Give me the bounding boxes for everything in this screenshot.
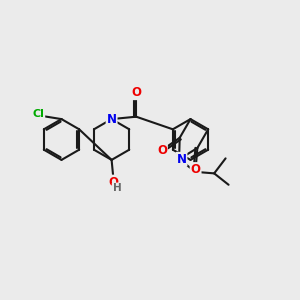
Text: H: H (112, 183, 122, 194)
Text: O: O (190, 163, 201, 176)
Text: O: O (131, 86, 141, 99)
Text: N: N (106, 112, 117, 126)
Text: O: O (157, 144, 167, 157)
Text: N: N (176, 153, 187, 166)
Text: Cl: Cl (32, 109, 44, 119)
Text: O: O (108, 176, 118, 189)
